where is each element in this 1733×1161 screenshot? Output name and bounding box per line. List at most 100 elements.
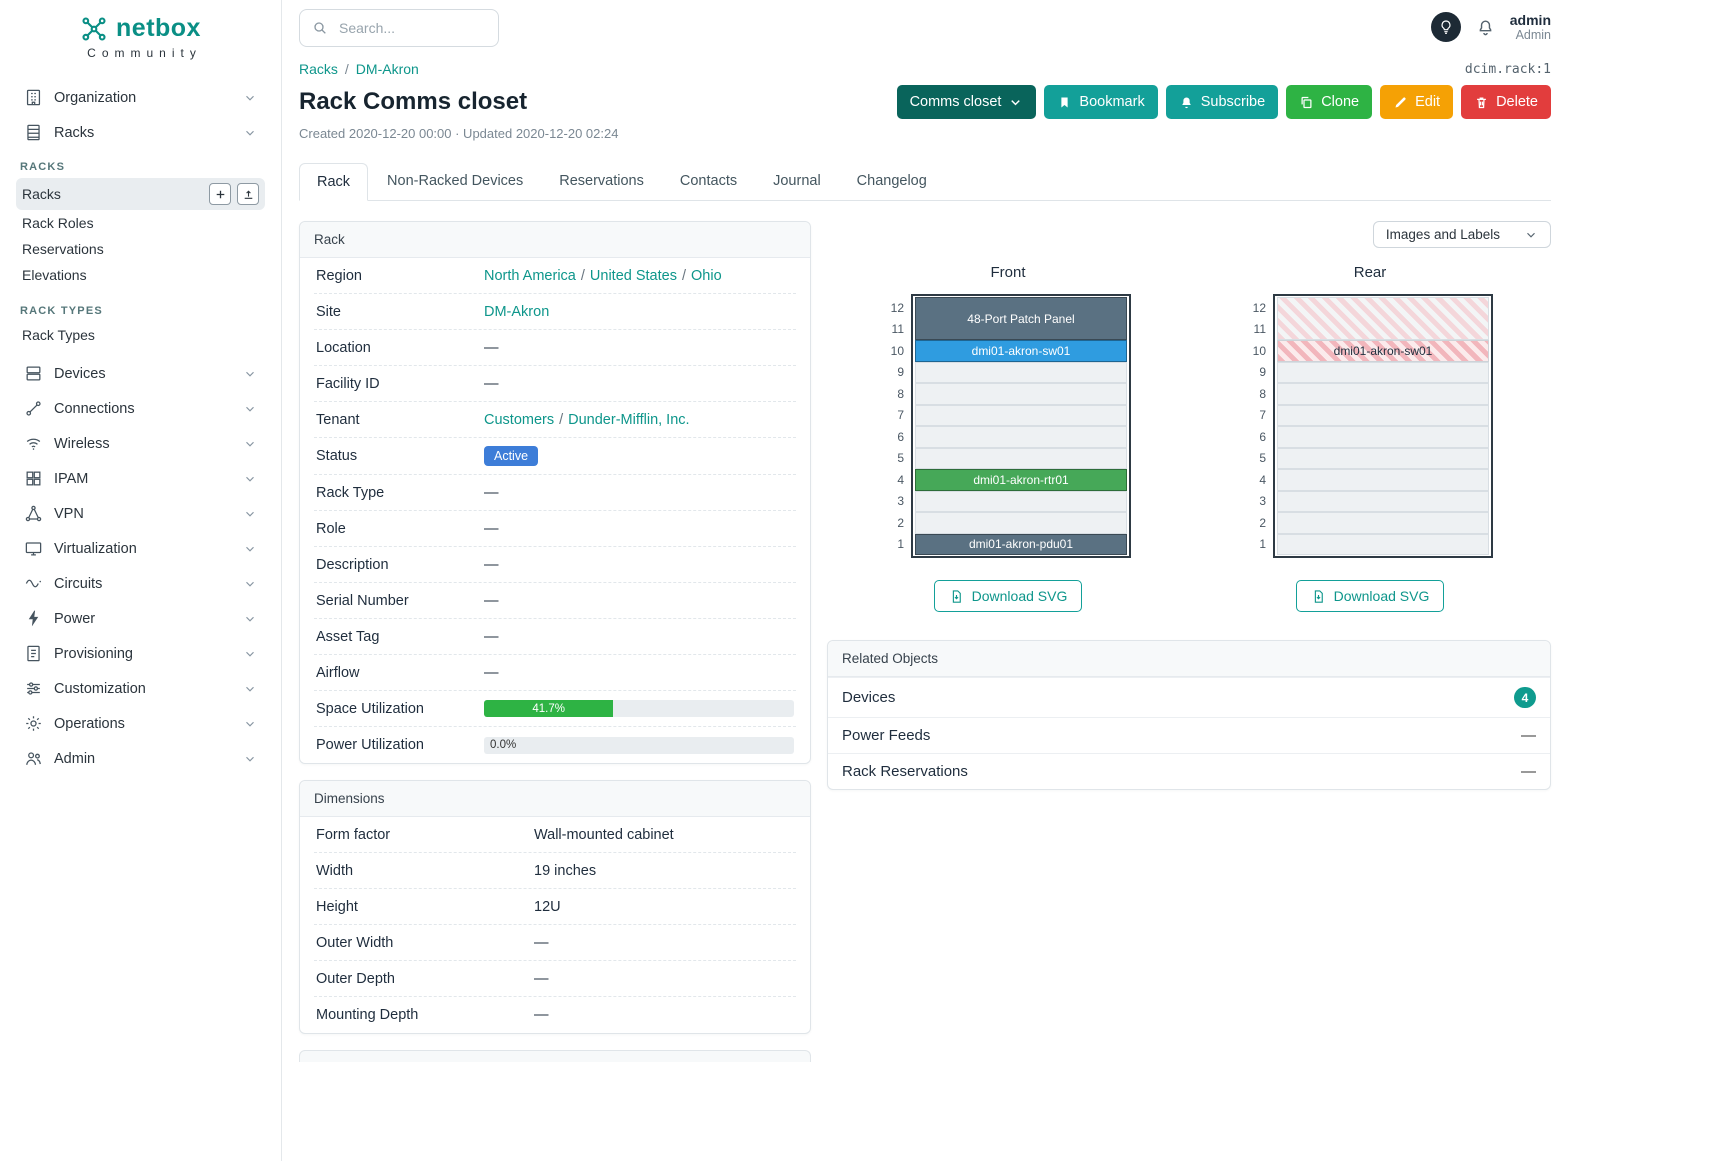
tab-non-racked-devices[interactable]: Non-Racked Devices [387, 173, 524, 189]
elevation-rear-title: Rear [1353, 264, 1387, 281]
download-svg-front-button[interactable]: Download SVG [933, 580, 1083, 612]
monitor-icon [24, 539, 43, 558]
sidebar-item-circuits[interactable]: Circuits [14, 566, 267, 601]
related-row-rack-reservations[interactable]: Rack Reservations — [828, 753, 1550, 789]
bookmark-button[interactable]: Bookmark [1044, 85, 1158, 119]
rack-slot-empty[interactable] [915, 404, 1127, 426]
rack-unit-number: 2 [897, 515, 904, 530]
device-pdu01[interactable]: dmi01-akron-pdu01 [915, 533, 1127, 555]
sidebar-item-vpn[interactable]: VPN [14, 496, 267, 531]
subscribe-button[interactable]: Subscribe [1165, 85, 1279, 119]
rack-slot-empty[interactable] [915, 512, 1127, 534]
rack-slot-empty[interactable] [915, 490, 1127, 512]
rack-slot-empty[interactable] [1277, 447, 1489, 469]
racks-subnav: RACKS Racks Rack Roles Reservations Elev… [14, 150, 267, 356]
rack-rear: dmi01-akron-sw01 [1273, 294, 1493, 558]
sidebar-item-devices[interactable]: Devices [14, 356, 267, 391]
import-rack-button[interactable] [237, 183, 259, 205]
theme-toggle-button[interactable] [1430, 12, 1461, 43]
users-icon [24, 749, 43, 768]
network-nodes-icon [24, 504, 43, 523]
add-rack-button[interactable] [209, 183, 231, 205]
clone-button[interactable]: Clone [1286, 85, 1373, 119]
rack-slot-empty[interactable] [915, 447, 1127, 469]
rack-slot-empty[interactable] [1277, 426, 1489, 448]
sidebar-item-ipam[interactable]: IPAM [14, 461, 267, 496]
download-svg-rear-button[interactable]: Download SVG [1295, 580, 1445, 612]
related-row-devices[interactable]: Devices 4 [828, 677, 1550, 717]
rack-slot-empty[interactable] [1277, 533, 1489, 555]
device-sw01-rear[interactable]: dmi01-akron-sw01 [1277, 340, 1489, 362]
group-heading-rack-types: RACK TYPES [20, 305, 103, 317]
tab-reservations[interactable]: Reservations [559, 173, 644, 189]
rack-unit-number: 10 [1252, 343, 1266, 358]
sidebar-item-admin[interactable]: Admin [14, 741, 267, 776]
edit-button[interactable]: Edit [1380, 85, 1454, 119]
chevron-down-icon [243, 402, 257, 416]
closet-dropdown-button[interactable]: Comms closet [896, 85, 1037, 119]
server-icon [24, 364, 43, 383]
rack-unit-number: 7 [1259, 408, 1266, 423]
rack-slot-empty[interactable] [1277, 490, 1489, 512]
sidebar-item-label: Connections [54, 400, 135, 417]
delete-button[interactable]: Delete [1461, 85, 1551, 119]
sidebar-item-organization[interactable]: Organization [14, 80, 267, 115]
images-labels-select[interactable]: Images and Labels [1372, 221, 1551, 248]
sidebar-item-connections[interactable]: Connections [14, 391, 267, 426]
breadcrumb-link-racks[interactable]: Racks [299, 61, 338, 77]
rack-slot-empty[interactable] [915, 361, 1127, 383]
tenant-link[interactable]: Dunder-Mifflin, Inc. [568, 411, 690, 428]
device-patch-panel[interactable]: 48-Port Patch Panel [915, 297, 1127, 340]
device-rtr01[interactable]: dmi01-akron-rtr01 [915, 469, 1127, 491]
sidebar-item-power[interactable]: Power [14, 601, 267, 636]
tab-changelog[interactable]: Changelog [856, 173, 927, 189]
global-search[interactable] [299, 8, 499, 47]
sidebar-item-rack-roles[interactable]: Rack Roles [22, 215, 94, 231]
site-link[interactable]: DM-Akron [484, 303, 550, 320]
sidebar-item-provisioning[interactable]: Provisioning [14, 636, 267, 671]
region-link[interactable]: Ohio [691, 267, 722, 284]
sidebar-item-wireless[interactable]: Wireless [14, 426, 267, 461]
sidebar-item-reservations[interactable]: Reservations [22, 241, 104, 257]
rack-slot-empty[interactable] [1277, 404, 1489, 426]
rack-slot-empty[interactable] [915, 383, 1127, 405]
tab-journal[interactable]: Journal [773, 173, 821, 189]
breadcrumb-link-site[interactable]: DM-Akron [355, 61, 419, 77]
chevron-down-icon [243, 91, 257, 105]
sidebar-item-customization[interactable]: Customization [14, 671, 267, 706]
tenant-group-link[interactable]: Customers [484, 411, 555, 428]
rack-slot-empty[interactable] [1277, 469, 1489, 491]
group-heading-racks: RACKS [20, 161, 66, 173]
wave-icon [24, 574, 43, 593]
related-row-power-feeds[interactable]: Power Feeds — [828, 717, 1550, 753]
sidebar-item-elevations[interactable]: Elevations [22, 267, 87, 283]
tab-rack[interactable]: Rack [299, 163, 369, 201]
sidebar-item-racks-list[interactable]: Racks [16, 178, 265, 210]
sidebar-item-rack-types[interactable]: Rack Types [22, 327, 95, 343]
rack-slot-empty[interactable] [1277, 512, 1489, 534]
search-input[interactable] [337, 18, 486, 37]
notifications-button[interactable] [1476, 18, 1495, 37]
region-link[interactable]: North America [484, 267, 576, 284]
rack-unit-number: 7 [897, 408, 904, 423]
user-menu[interactable]: admin Admin [1510, 12, 1551, 44]
rack-unit-number: 2 [1259, 515, 1266, 530]
rack-slot-empty[interactable] [1277, 361, 1489, 383]
rack-slot-empty[interactable] [1277, 383, 1489, 405]
chevron-down-icon [243, 472, 257, 486]
sidebar-item-virtualization[interactable]: Virtualization [14, 531, 267, 566]
device-sw01-front[interactable]: dmi01-akron-sw01 [915, 340, 1127, 362]
sidebar-item-operations[interactable]: Operations [14, 706, 267, 741]
user-role: Admin [1515, 28, 1551, 43]
chevron-down-icon [243, 126, 257, 140]
sidebar-item-racks[interactable]: Racks [14, 115, 267, 150]
rack-unit-number: 8 [1259, 386, 1266, 401]
region-link[interactable]: United States [589, 267, 677, 284]
chevron-down-icon [243, 542, 257, 556]
netbox-logo[interactable]: netbox Community [0, 14, 281, 60]
tab-contacts[interactable]: Contacts [679, 173, 738, 189]
attr-row-serial-number: Serial Number — [314, 583, 796, 619]
rack-slot-empty[interactable] [915, 426, 1127, 448]
attr-row-mounting-depth: Mounting Depth — [316, 1007, 549, 1023]
lightbulb-icon [1441, 20, 1451, 35]
